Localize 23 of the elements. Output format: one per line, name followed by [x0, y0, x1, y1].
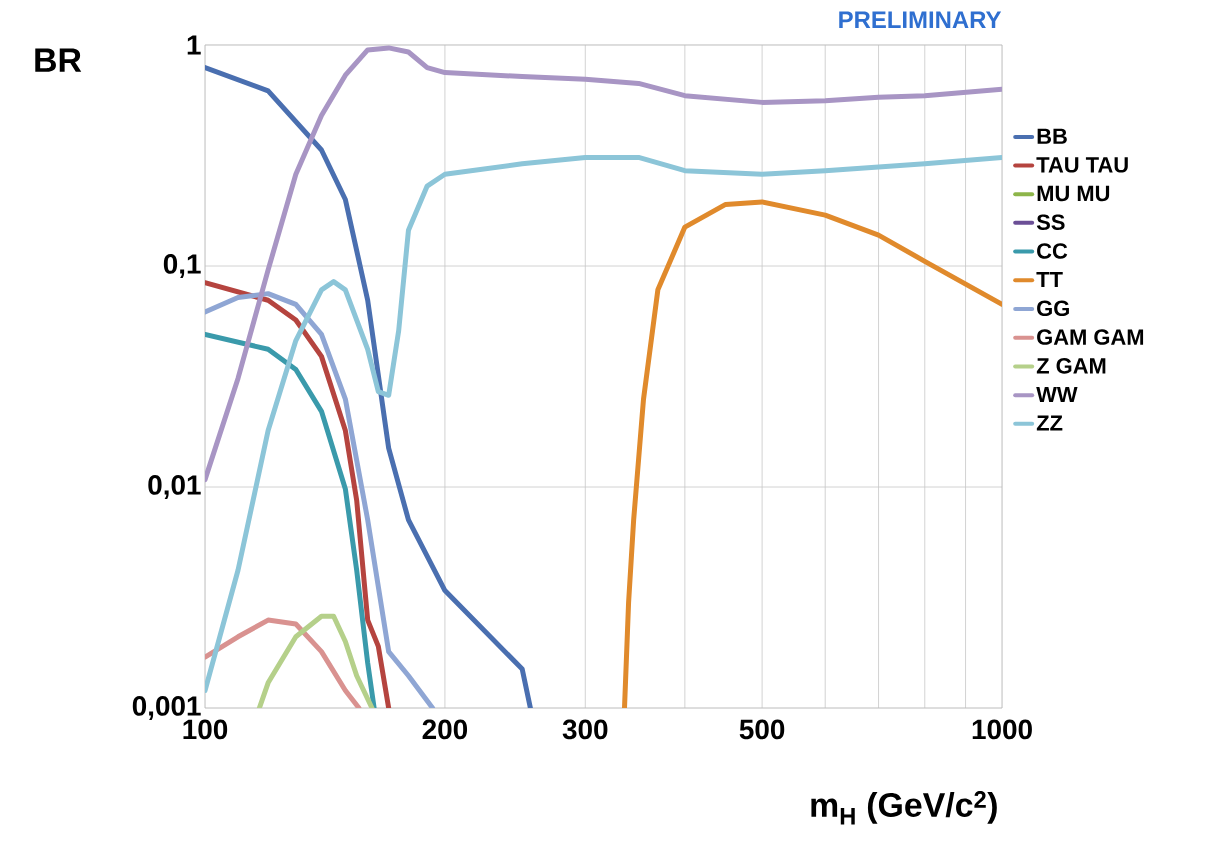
- y-tick-label: 0,01: [148, 475, 201, 499]
- x-tick-label: 500: [739, 719, 785, 740]
- legend-label: TAU TAU: [1036, 157, 1128, 173]
- legend-label: SS: [1036, 214, 1065, 230]
- x-tick-label: 200: [422, 719, 468, 740]
- x-tick-label: 100: [183, 719, 228, 740]
- legend-label: TT: [1036, 271, 1063, 288]
- y-tick-label: 1: [187, 35, 201, 55]
- y-tick-label: 0,001: [132, 696, 201, 720]
- x-tick-label: 1000: [972, 719, 1032, 740]
- x-axis-title: m$_{H}$ (GeV/c$^{2}$): [811, 791, 997, 825]
- x-tick-label: 300: [562, 719, 608, 740]
- legend-label: WW: [1036, 386, 1078, 402]
- legend-label: CC: [1037, 243, 1068, 259]
- legend-label: ZZ: [1036, 415, 1063, 431]
- text: PRELIMINARY: [839, 11, 1002, 28]
- y-axis-title: BR: [35, 48, 82, 72]
- legend-label: GG: [1037, 300, 1069, 317]
- legend-label: MU MU: [1037, 185, 1110, 202]
- y-tick-label: 0,1: [163, 254, 201, 278]
- legend-label: BB: [1037, 128, 1067, 144]
- legend-label: Z GAM: [1036, 358, 1106, 374]
- legend-label: GAM GAM: [1037, 329, 1144, 345]
